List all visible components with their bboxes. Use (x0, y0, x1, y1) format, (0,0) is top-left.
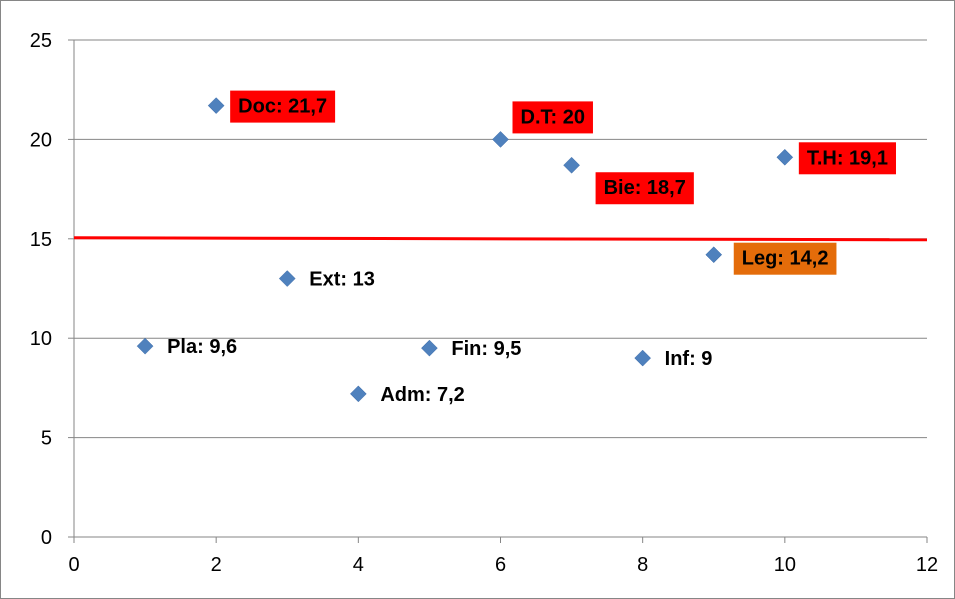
data-label-background (230, 90, 336, 123)
data-label: Inf: 9 (665, 348, 713, 370)
data-label-background (798, 142, 896, 175)
data-label: Ext: 13 (309, 269, 375, 291)
y-tick-label: 0 (41, 527, 52, 549)
x-tick-label: 2 (211, 554, 222, 576)
data-label-text: Fin: 9,5 (451, 338, 521, 360)
data-point (492, 131, 509, 148)
data-label-text: Ext: 13 (309, 269, 375, 291)
data-label-background (733, 242, 837, 275)
data-label-background (595, 172, 694, 205)
axes: 0 5 10 15 20 25 0 2 4 6 8 10 12 (30, 30, 938, 576)
threshold-line-group (73, 236, 928, 242)
data-points (136, 97, 794, 403)
data-label-text: Inf: 9 (665, 348, 713, 370)
data-label-background (512, 101, 593, 134)
data-label: Fin: 9,5 (451, 338, 521, 360)
data-label-text: Leg: 14,2 (742, 248, 829, 270)
data-point (349, 385, 367, 403)
x-tick-label: 6 (495, 554, 506, 576)
data-point (634, 349, 652, 367)
y-tick-label: 25 (30, 30, 52, 52)
data-label-text: Adm: 7,2 (380, 384, 464, 406)
y-tick-label: 5 (41, 428, 52, 450)
data-label-text: T.H: 19,1 (807, 147, 888, 169)
data-label-text: Doc: 21,7 (238, 96, 327, 118)
x-tick-label: 4 (353, 554, 364, 576)
data-label: T.H: 19,1 (798, 142, 896, 175)
data-label: D.T: 20 (512, 101, 593, 134)
y-tick-label: 10 (30, 328, 52, 350)
data-label: Leg: 14,2 (733, 242, 837, 275)
data-label-text: Bie: 18,7 (604, 177, 686, 199)
y-tick-label: 20 (30, 129, 52, 151)
data-point (278, 270, 296, 287)
data-labels: Pla: 9,6 Doc: 21,7 Ext: 13 Adm: 7,2 Fin: 9,5… (167, 90, 896, 406)
data-point (563, 156, 580, 174)
data-point (705, 246, 723, 264)
x-tick-label: 12 (916, 554, 938, 576)
data-label-text: Pla: 9,6 (167, 336, 237, 358)
x-tick-label: 10 (774, 554, 796, 576)
data-label: Adm: 7,2 (380, 384, 464, 406)
data-point (776, 148, 794, 166)
data-label: Bie: 18,7 (595, 172, 694, 205)
data-point (421, 339, 438, 357)
data-point (136, 337, 154, 355)
x-tick-label: 0 (68, 554, 79, 576)
x-tick-label: 8 (637, 554, 648, 576)
data-label: Pla: 9,6 (167, 336, 237, 358)
threshold-line (73, 236, 928, 242)
data-point (207, 97, 225, 114)
y-tick-label: 15 (30, 229, 52, 251)
data-label: Doc: 21,7 (230, 90, 336, 123)
data-label-text: D.T: 20 (521, 106, 585, 128)
